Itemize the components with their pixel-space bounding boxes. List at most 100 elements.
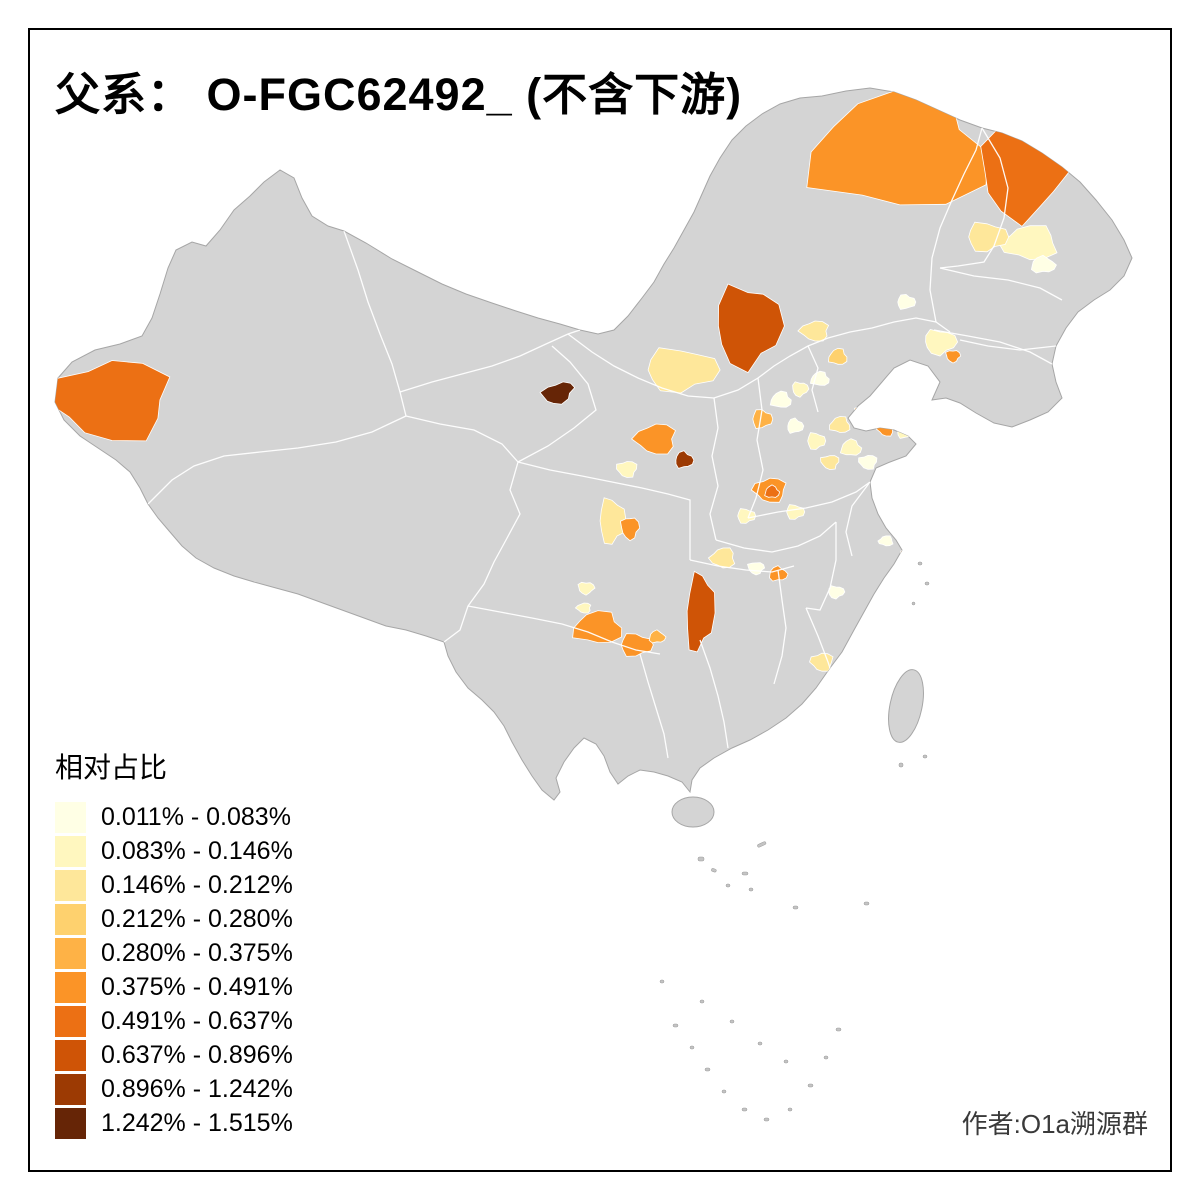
island-mark	[792, 905, 799, 910]
island-mark	[721, 1089, 727, 1094]
taiwan-island	[888, 669, 924, 743]
province-border	[933, 329, 1053, 365]
map-region	[630, 423, 677, 455]
province-border	[715, 521, 837, 553]
island-mark	[697, 856, 705, 862]
map-region	[717, 283, 785, 374]
province-border	[773, 569, 787, 685]
province-border	[747, 377, 764, 519]
legend-swatch	[55, 1107, 86, 1139]
island-mark	[763, 1117, 770, 1122]
plot-border	[28, 28, 1172, 1172]
island-mark	[748, 887, 754, 892]
map-region	[897, 293, 917, 310]
map-region	[647, 347, 721, 394]
legend-item: 0.491% - 0.637%	[55, 1004, 293, 1038]
map-region	[539, 381, 576, 405]
map-region	[828, 347, 848, 365]
map-region	[752, 409, 774, 429]
legend-label: 0.375% - 0.491%	[101, 972, 293, 1001]
province-border	[639, 653, 669, 759]
legend-item: 0.280% - 0.375%	[55, 936, 293, 970]
island-mark	[741, 871, 749, 876]
map-region	[616, 461, 638, 478]
province-border	[517, 461, 691, 560]
map-region	[807, 432, 827, 450]
legend-label: 0.011% - 0.083%	[101, 802, 291, 831]
province-border	[689, 559, 795, 573]
map-region	[787, 417, 805, 434]
legend-label: 0.491% - 0.637%	[101, 1006, 293, 1035]
province-border	[845, 481, 871, 557]
map-region	[809, 370, 830, 386]
legend-swatch	[55, 937, 86, 969]
province-border	[709, 397, 719, 541]
map-region	[968, 221, 1010, 253]
legend-label: 1.242% - 1.515%	[101, 1108, 293, 1137]
plot-title: 父系： O-FGC62492_ (不含下游)	[55, 69, 743, 120]
south-china-sea-islands-layer	[659, 561, 930, 1122]
province-border	[747, 481, 871, 519]
legend-item: 0.212% - 0.280%	[55, 902, 293, 936]
province-border	[399, 329, 581, 393]
province-border	[805, 522, 837, 611]
island-mark	[757, 1041, 763, 1046]
island-mark	[689, 1045, 695, 1050]
legend-item: 0.083% - 0.146%	[55, 834, 293, 868]
island-mark	[711, 868, 717, 873]
map-region	[888, 514, 908, 528]
island-mark	[729, 1019, 735, 1024]
land-layer	[54, 87, 1133, 828]
mainland-shape	[54, 87, 1133, 801]
map-region	[797, 320, 830, 342]
map-region	[737, 508, 757, 524]
island-mark	[911, 601, 916, 606]
island-mark	[924, 581, 930, 586]
legend-item: 0.146% - 0.212%	[55, 868, 293, 902]
map-region	[599, 497, 627, 545]
legend-label: 0.083% - 0.146%	[101, 836, 293, 865]
map-region	[675, 450, 695, 469]
island-mark	[672, 1023, 679, 1028]
legend-swatch	[55, 835, 86, 867]
island-mark	[659, 979, 665, 984]
island-mark	[898, 762, 904, 768]
hainan-island	[671, 796, 715, 828]
legend-item: 0.375% - 0.491%	[55, 970, 293, 1004]
map-region	[769, 390, 792, 408]
map-region	[574, 602, 592, 614]
island-mark	[725, 883, 731, 888]
island-mark	[835, 1027, 842, 1032]
legend-item: 0.896% - 1.242%	[55, 1072, 293, 1106]
province-border	[939, 127, 1009, 269]
legend-swatch	[55, 869, 86, 901]
island-mark	[704, 1067, 711, 1072]
map-region	[820, 455, 840, 471]
province-border	[807, 345, 819, 413]
legend-swatch	[55, 903, 86, 935]
island-mark	[787, 1107, 793, 1112]
map-region	[1030, 254, 1057, 274]
author-credit: 作者:O1a溯源群	[961, 1109, 1148, 1139]
legend-swatch	[55, 1005, 86, 1037]
legend-swatch	[55, 1039, 86, 1071]
island-mark	[917, 561, 923, 566]
province-border	[147, 415, 407, 505]
island-mark	[922, 754, 928, 759]
map-region	[858, 454, 878, 470]
map-region	[746, 562, 766, 576]
map-region	[877, 535, 894, 547]
province-border	[567, 317, 951, 399]
island-mark	[823, 1055, 829, 1060]
island-mark	[741, 1107, 748, 1112]
legend-label: 0.212% - 0.280%	[101, 904, 293, 933]
legend-swatch	[55, 801, 86, 833]
province-border	[959, 339, 1057, 351]
legend-title: 相对占比	[55, 752, 168, 783]
map-region	[686, 570, 716, 653]
map-region	[854, 406, 870, 420]
legend-items: 0.011% - 0.083% 0.083% - 0.146% 0.146% - 0…	[55, 800, 293, 1140]
legend-swatch	[55, 971, 86, 1003]
map-region	[897, 424, 915, 439]
